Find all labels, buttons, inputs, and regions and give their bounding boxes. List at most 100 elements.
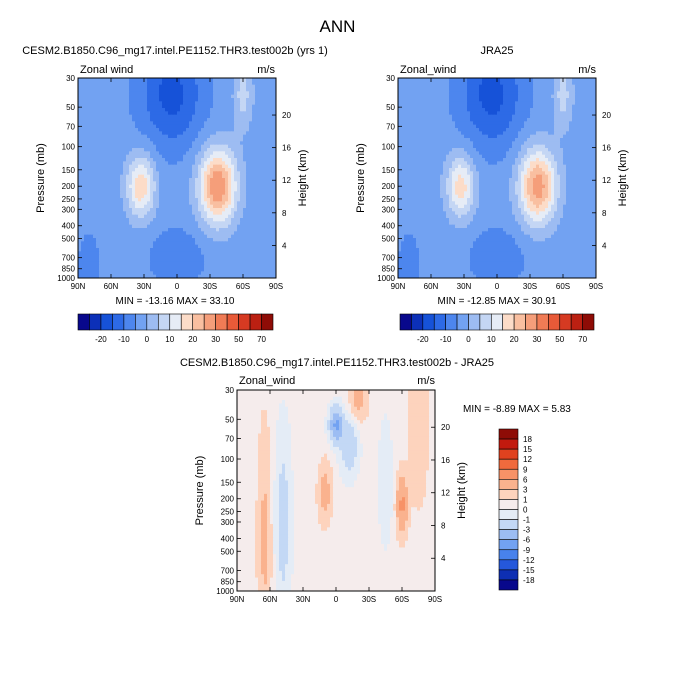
contour-cell bbox=[464, 114, 468, 119]
contour-cell bbox=[452, 108, 456, 112]
contour-cell bbox=[252, 234, 256, 239]
contour-cell bbox=[434, 124, 438, 129]
contour-cell bbox=[261, 181, 265, 186]
contour-cell bbox=[162, 81, 166, 86]
contour-cell bbox=[213, 204, 217, 209]
contour-cell bbox=[192, 154, 196, 159]
contour-cell bbox=[267, 231, 271, 236]
contour-cell bbox=[93, 241, 97, 246]
contour-cell bbox=[497, 104, 501, 109]
contour-cell bbox=[195, 251, 199, 256]
contour-cell bbox=[213, 128, 217, 132]
contour-cell bbox=[216, 221, 220, 226]
contour-cell bbox=[162, 271, 166, 276]
contour-cell bbox=[213, 231, 217, 236]
contour-cell bbox=[78, 148, 82, 152]
contour-cell bbox=[548, 98, 552, 102]
contour-cell bbox=[162, 231, 166, 236]
contour-cell bbox=[126, 251, 130, 256]
contour-cell bbox=[138, 211, 142, 216]
contour-cell bbox=[258, 208, 262, 212]
contour-cell bbox=[482, 111, 486, 116]
contour-cell bbox=[87, 178, 91, 182]
contour-cell bbox=[210, 218, 214, 222]
contour-cell bbox=[117, 78, 121, 82]
contour-cell bbox=[126, 254, 130, 259]
contour-cell bbox=[449, 81, 453, 86]
contour-cell bbox=[87, 161, 91, 166]
contour-cell bbox=[129, 221, 133, 226]
contour-cell bbox=[132, 271, 136, 276]
contour-cell bbox=[147, 171, 151, 176]
contour-cell bbox=[102, 144, 106, 149]
contour-cell bbox=[126, 114, 130, 119]
contour-cell bbox=[201, 191, 205, 196]
contour-cell bbox=[162, 214, 166, 219]
contour-cell bbox=[168, 198, 172, 202]
contour-cell bbox=[404, 78, 408, 82]
contour-cell bbox=[156, 121, 160, 126]
contour-cell bbox=[99, 111, 103, 116]
contour-cell bbox=[87, 188, 91, 192]
contour-cell bbox=[234, 234, 238, 239]
contour-cell bbox=[219, 201, 223, 206]
contour-cell bbox=[183, 164, 187, 169]
contour-cell bbox=[189, 221, 193, 226]
contour-cell bbox=[159, 168, 163, 172]
contour-cell bbox=[440, 98, 444, 102]
contour-cell bbox=[398, 118, 402, 122]
contour-cell bbox=[132, 214, 136, 219]
contour-cell bbox=[234, 144, 238, 149]
contour-cell bbox=[120, 188, 124, 192]
contour-cell bbox=[533, 104, 537, 109]
contour-cell bbox=[153, 198, 157, 202]
contour-cell bbox=[150, 84, 154, 89]
contour-cell bbox=[99, 224, 103, 229]
contour-cell bbox=[273, 204, 276, 209]
contour-cell bbox=[548, 94, 552, 99]
contour-cell bbox=[419, 81, 423, 86]
contour-cell bbox=[213, 114, 217, 119]
contour-cell bbox=[237, 191, 241, 196]
contour-cell bbox=[497, 81, 501, 86]
contour-cell bbox=[99, 151, 103, 156]
contour-cell bbox=[258, 124, 262, 129]
contour-cell bbox=[138, 104, 142, 109]
contour-cell bbox=[249, 121, 253, 126]
contour-cell bbox=[177, 214, 181, 219]
contour-cell bbox=[123, 84, 127, 89]
contour-cell bbox=[584, 91, 588, 96]
contour-cell bbox=[261, 138, 265, 142]
contour-cell bbox=[506, 121, 510, 126]
contour-cell bbox=[243, 178, 247, 182]
contour-cell bbox=[207, 121, 211, 126]
contour-cell bbox=[210, 78, 214, 82]
contour-cell bbox=[84, 101, 88, 106]
contour-cell bbox=[449, 118, 453, 122]
contour-cell bbox=[500, 84, 504, 89]
contour-cell bbox=[129, 231, 133, 236]
contour-cell bbox=[231, 171, 235, 176]
contour-cell bbox=[141, 261, 145, 266]
contour-cell bbox=[228, 121, 232, 126]
contour-cell bbox=[135, 94, 139, 99]
contour-cell bbox=[168, 208, 172, 212]
contour-cell bbox=[216, 158, 220, 162]
contour-cell bbox=[117, 238, 121, 242]
contour-cell bbox=[258, 254, 262, 259]
contour-cell bbox=[204, 218, 208, 222]
contour-cell bbox=[488, 78, 492, 82]
contour-cell bbox=[575, 114, 579, 119]
contour-cell bbox=[440, 108, 444, 112]
contour-cell bbox=[144, 214, 148, 219]
contour-cell bbox=[156, 84, 160, 89]
contour-cell bbox=[234, 221, 238, 226]
contour-cell bbox=[590, 118, 594, 122]
contour-cell bbox=[419, 84, 423, 89]
contour-cell bbox=[93, 211, 97, 216]
contour-cell bbox=[201, 151, 205, 156]
contour-cell bbox=[548, 78, 552, 82]
contour-cell bbox=[138, 268, 142, 272]
contour-cell bbox=[150, 174, 154, 179]
contour-cell bbox=[168, 174, 172, 179]
